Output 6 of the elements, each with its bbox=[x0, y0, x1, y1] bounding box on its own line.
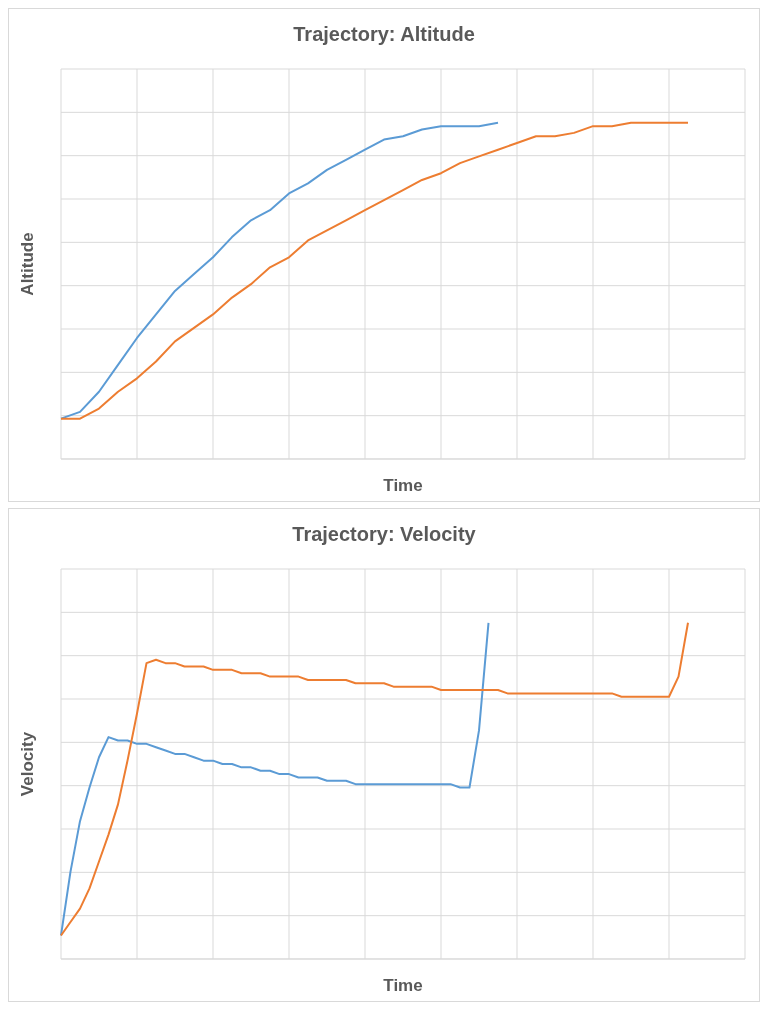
x-axis-title: Time bbox=[383, 976, 423, 995]
chart-title: Trajectory: Velocity bbox=[291, 522, 477, 547]
y-axis-title: Altitude bbox=[18, 232, 38, 296]
y-axis-title: Velocity bbox=[18, 731, 38, 797]
x-axis-title: Time bbox=[383, 476, 423, 495]
chart-title: Trajectory: Altitude bbox=[292, 22, 476, 47]
